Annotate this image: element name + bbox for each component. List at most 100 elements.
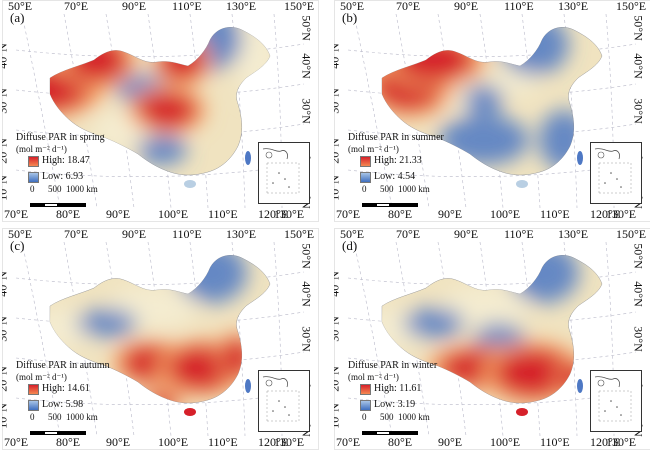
left-lat-label: 10°N xyxy=(334,175,342,201)
top-lon-label: 50°E xyxy=(340,228,365,241)
bottom-lon-label: 120°E xyxy=(258,435,289,449)
panel-label: (d) xyxy=(342,238,358,253)
bottom-lon-label: 100°E xyxy=(158,207,189,221)
legend-low-value: Low: 5.98 xyxy=(42,399,84,410)
bottom-lon-label: 110°E xyxy=(540,435,570,449)
left-lat-label: 40°N xyxy=(2,43,10,69)
map-panel-a: (a) 50°E 70°E 90°E 110°E 130°E 150°E 70°E 80°E 90… xyxy=(2,0,319,222)
south-china-sea-inset xyxy=(258,142,310,204)
map-canvas xyxy=(2,228,319,450)
bottom-lon-label: 90°E xyxy=(106,207,131,221)
top-lon-label: 150°E xyxy=(284,228,315,241)
map-panel-b: (b) 50°E 70°E 90°E 110°E 130°E 150°E 70°E 80°E 90… xyxy=(334,0,650,222)
left-lat-label: 30°N xyxy=(334,88,342,114)
bottom-lon-label: 100°E xyxy=(158,435,189,449)
top-lon-label: 50°E xyxy=(8,228,33,241)
bottom-lon-label: 80°E xyxy=(388,435,413,449)
legend-high-value: High: 11.61 xyxy=(374,383,422,394)
left-lat-label: 20°N xyxy=(2,366,10,392)
scale-bar-segment xyxy=(58,431,86,435)
top-lon-label: 150°E xyxy=(284,0,315,13)
panel-label: (a) xyxy=(10,10,25,25)
right-lat-label: 50°N xyxy=(631,243,646,269)
panel-label: (b) xyxy=(342,10,358,25)
legend-title: Diffuse PAR in spring xyxy=(16,132,105,143)
left-lat-label: 20°N xyxy=(2,138,10,164)
map-panel-c: (c) 50°E 70°E 90°E 110°E 130°E 150°E 70°E 80°E 90… xyxy=(2,228,319,450)
right-lat-label: 30°N xyxy=(299,326,314,352)
scale-label: 0 xyxy=(30,412,35,422)
top-lon-label: 150°E xyxy=(616,0,647,13)
bottom-lon-label: 100°E xyxy=(490,207,521,221)
scale-bar-segment xyxy=(30,203,44,207)
top-lon-label: 50°E xyxy=(340,0,365,13)
top-lon-label: 70°E xyxy=(396,228,421,241)
scale-label: 500 xyxy=(48,412,62,422)
top-lon-label: 110°E xyxy=(172,228,202,241)
right-lat-label: 50°N xyxy=(299,243,314,269)
legend-high-swatch xyxy=(360,384,371,395)
scale-bar-segment xyxy=(44,431,58,435)
right-lat-label: 40°N xyxy=(299,53,314,79)
scale-bar-segment xyxy=(362,203,376,207)
legend-low-swatch xyxy=(360,400,371,411)
bottom-lon-label: 120°E xyxy=(590,435,621,449)
scale-label: 0 xyxy=(30,184,35,194)
top-lon-label: 110°E xyxy=(504,228,534,241)
map-canvas xyxy=(2,0,319,222)
legend-high-value: High: 18.47 xyxy=(42,155,90,166)
top-lon-label: 130°E xyxy=(558,228,589,241)
scale-bar-segment xyxy=(376,431,390,435)
scale-bar-segment xyxy=(390,203,418,207)
right-lat-label: 30°N xyxy=(631,326,646,352)
right-lat-label: 30°N xyxy=(631,98,646,124)
bottom-lon-label: 130°E xyxy=(274,435,305,449)
scale-label: 500 xyxy=(380,184,394,194)
top-lon-label: 150°E xyxy=(616,228,647,241)
left-lat-label: 10°N xyxy=(2,403,10,429)
left-lat-label: 40°N xyxy=(334,271,342,297)
scale-label: 500 xyxy=(380,412,394,422)
map-panel-d: (d) 50°E 70°E 90°E 110°E 130°E 150°E 70°E 80°E 90… xyxy=(334,228,650,450)
top-lon-label: 90°E xyxy=(122,228,147,241)
top-lon-label: 110°E xyxy=(172,0,202,13)
scale-label: 1000 km xyxy=(398,412,430,422)
map-canvas xyxy=(334,0,650,222)
legend-low-swatch xyxy=(28,172,39,183)
top-lon-label: 70°E xyxy=(64,228,89,241)
bottom-lon-label: 120°E xyxy=(590,207,621,221)
bottom-lon-label: 110°E xyxy=(208,435,238,449)
scale-bar-segment xyxy=(362,431,376,435)
top-lon-label: 90°E xyxy=(454,228,479,241)
legend-low-value: Low: 3.19 xyxy=(374,399,416,410)
scale-bar-segment xyxy=(44,203,58,207)
bottom-lon-label: 80°E xyxy=(56,435,81,449)
map-canvas xyxy=(334,228,650,450)
bottom-lon-label: 130°E xyxy=(274,207,305,221)
scale-label: 1000 km xyxy=(66,184,98,194)
scale-bar xyxy=(30,194,86,207)
scale-label: 1000 km xyxy=(398,184,430,194)
left-lat-label: 20°N xyxy=(334,366,342,392)
bottom-lon-label: 130°E xyxy=(606,207,637,221)
left-lat-label: 30°N xyxy=(2,316,10,342)
scale-bar-segment xyxy=(376,203,390,207)
left-lat-label: 20°N xyxy=(334,138,342,164)
scale-label: 500 xyxy=(48,184,62,194)
right-lat-label: 50°N xyxy=(299,15,314,41)
right-lat-label: 50°N xyxy=(631,15,646,41)
bottom-lon-label: 70°E xyxy=(336,207,361,221)
bottom-lon-label: 100°E xyxy=(490,435,521,449)
bottom-lon-label: 70°E xyxy=(336,435,361,449)
scale-bar-segment xyxy=(30,431,44,435)
top-lon-label: 90°E xyxy=(122,0,147,13)
bottom-lon-label: 80°E xyxy=(388,207,413,221)
scale-label: 0 xyxy=(362,412,367,422)
top-lon-label: 50°E xyxy=(8,0,33,13)
legend-title: Diffuse PAR in winter xyxy=(348,360,438,371)
south-china-sea-inset xyxy=(258,370,310,432)
top-lon-label: 130°E xyxy=(226,228,257,241)
legend-unit: (mol m⁻² d⁻¹) xyxy=(16,144,67,154)
left-lat-label: 30°N xyxy=(334,316,342,342)
bottom-lon-label: 110°E xyxy=(540,207,570,221)
